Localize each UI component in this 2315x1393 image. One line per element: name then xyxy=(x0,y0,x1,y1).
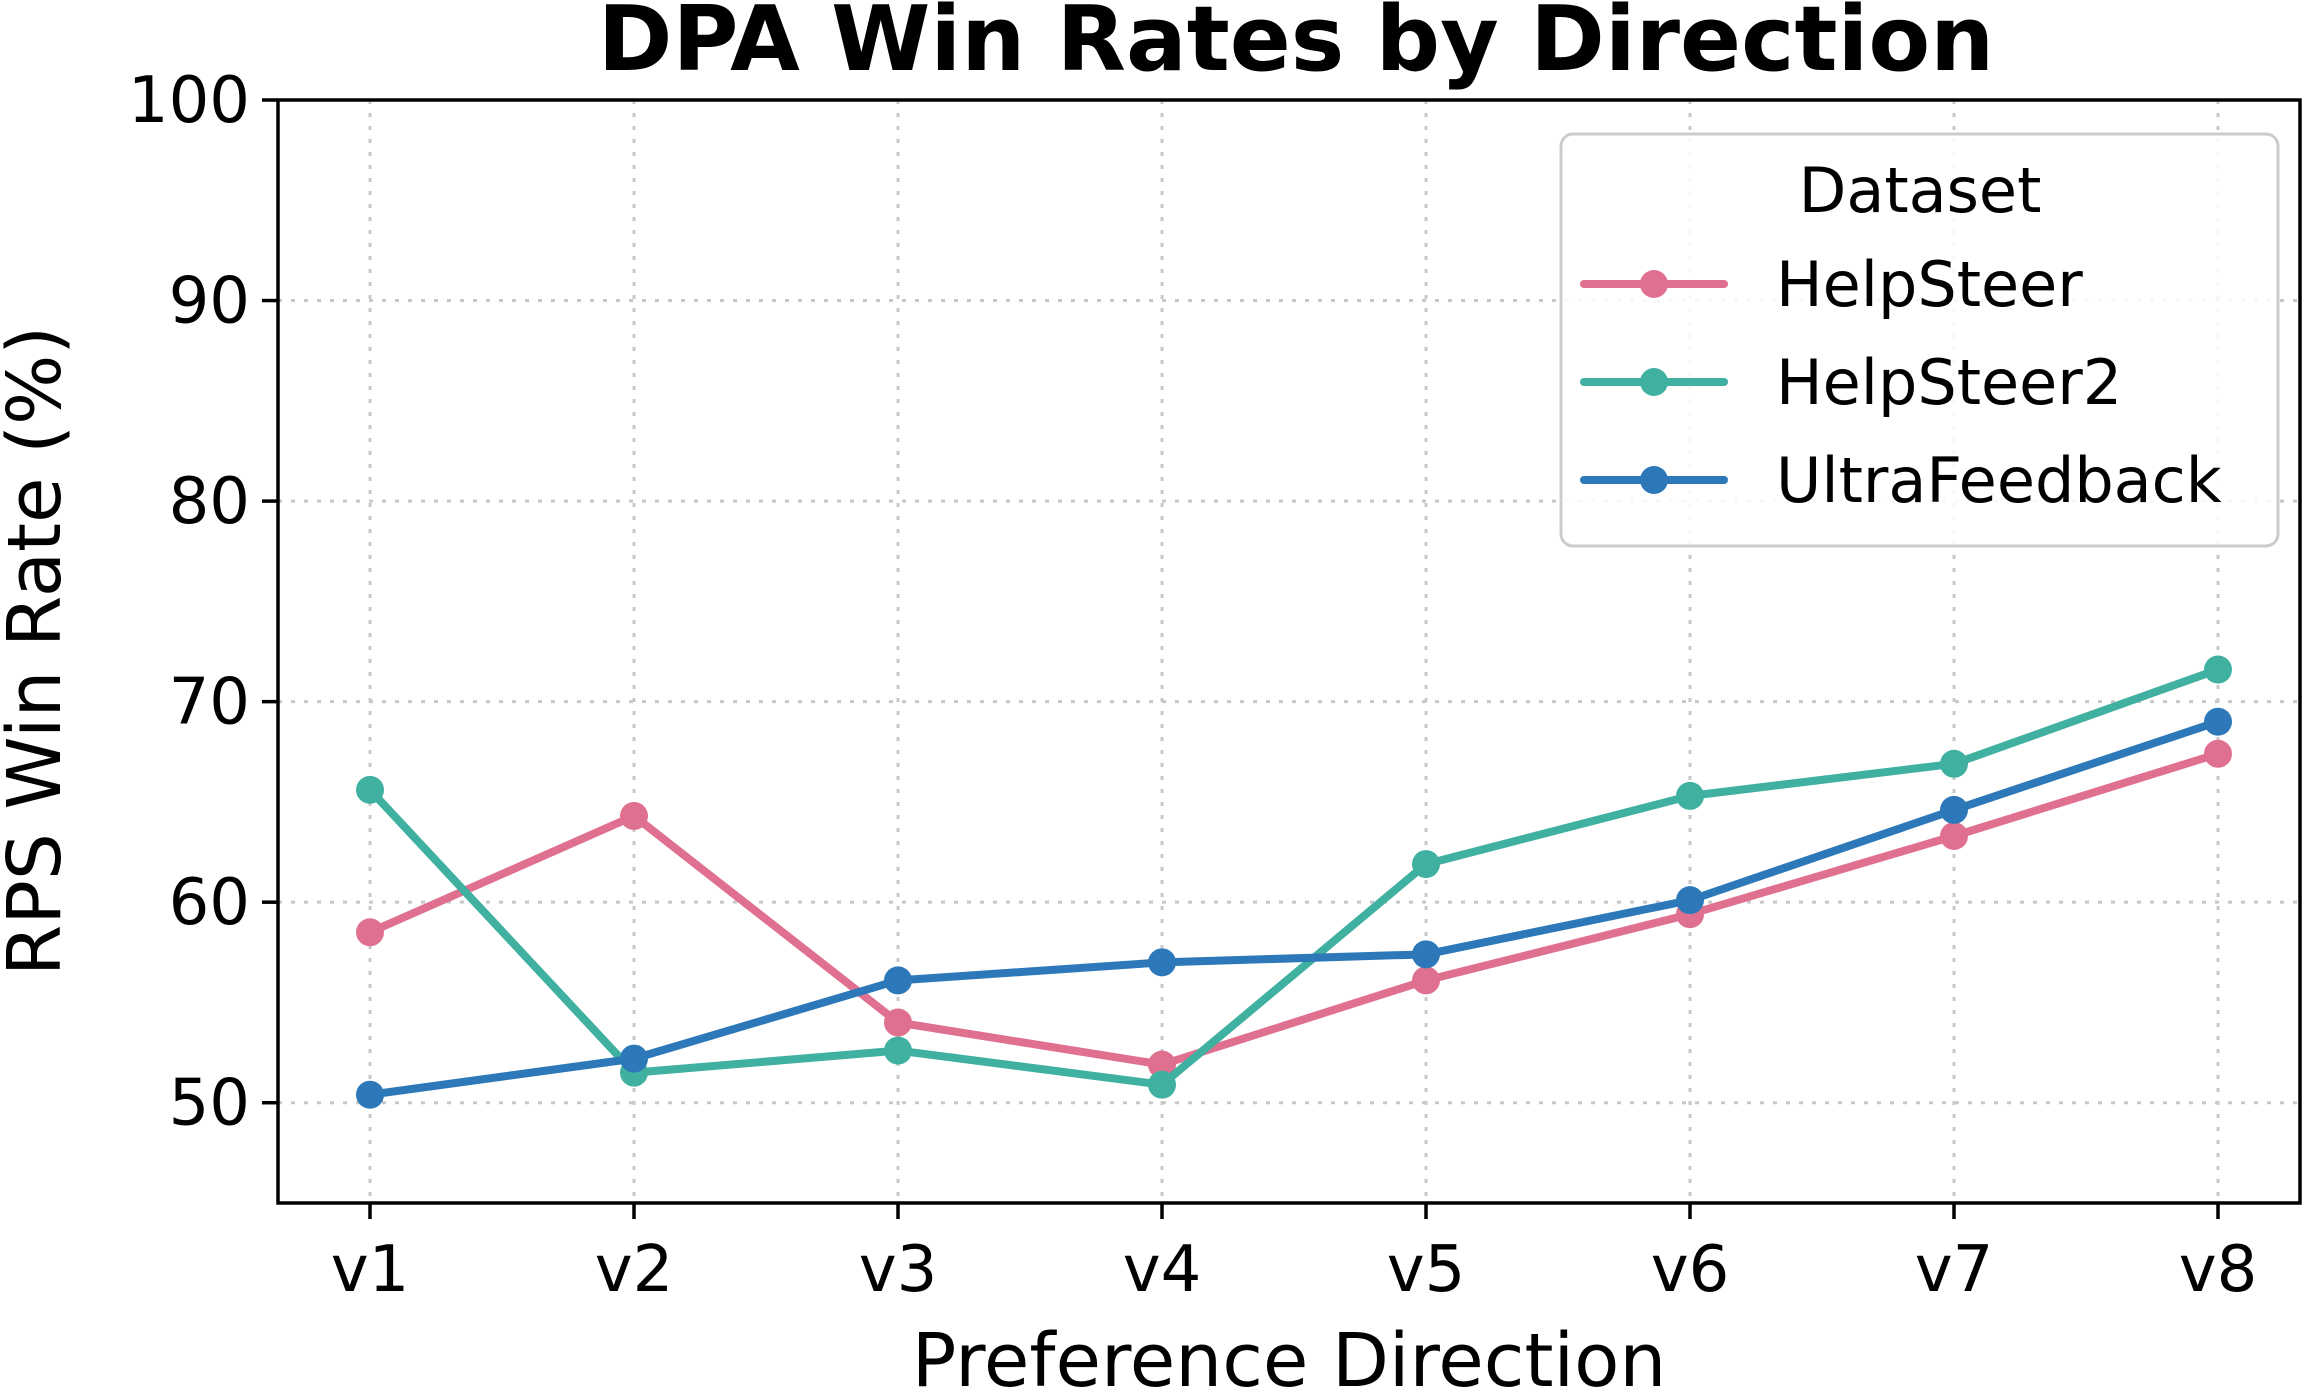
series-layer xyxy=(356,655,2232,1109)
x-tick-label: v7 xyxy=(1915,1233,1994,1307)
data-point-helpsteer2-v8 xyxy=(2204,655,2232,684)
series-helpsteer xyxy=(356,739,2232,1079)
data-point-helpsteer2-v5 xyxy=(1412,850,1440,879)
data-point-ultrafeedback-v3 xyxy=(884,966,912,995)
legend-box xyxy=(1559,132,2280,548)
data-point-helpsteer-v3 xyxy=(884,1008,912,1037)
plot-area-frame xyxy=(276,98,2302,1205)
legend-label: HelpSteer2 xyxy=(1776,346,2122,419)
legend-item-helpsteer: HelpSteer xyxy=(1580,248,2083,321)
x-axis-title: Preference Direction xyxy=(912,1318,1667,1393)
x-tick-label: v1 xyxy=(331,1233,410,1307)
x-tick-label: v2 xyxy=(595,1233,674,1307)
data-point-ultrafeedback-v8 xyxy=(2204,707,2232,736)
legend-title: Dataset xyxy=(1799,154,2042,227)
data-point-helpsteer-v8 xyxy=(2204,739,2232,768)
legend-item-helpsteer2: HelpSteer2 xyxy=(1580,346,2122,419)
series-line-helpsteer xyxy=(366,749,2222,1069)
y-tick-label: 60 xyxy=(169,866,250,940)
data-point-helpsteer-v5 xyxy=(1412,966,1440,995)
x-tick-label: v5 xyxy=(1387,1233,1466,1307)
data-point-helpsteer2-v3 xyxy=(884,1036,912,1065)
legend: Dataset HelpSteer HelpSteer2 UltraFeedback xyxy=(1559,132,2280,548)
series-helpsteer2 xyxy=(356,655,2232,1099)
y-tick-label: 70 xyxy=(169,666,250,740)
x-tick-label: v6 xyxy=(1651,1233,1730,1307)
y-tick-label: 80 xyxy=(169,465,250,539)
data-point-helpsteer-v4 xyxy=(1148,1050,1176,1079)
legend-label: UltraFeedback xyxy=(1776,444,2222,517)
chart-title: DPA Win Rates by Direction xyxy=(598,0,1994,92)
legend-items: HelpSteer HelpSteer2 UltraFeedback xyxy=(1580,248,2222,517)
x-tick-label: v3 xyxy=(859,1233,938,1307)
legend-swatch-marker xyxy=(1640,270,1668,298)
data-point-ultrafeedback-v2 xyxy=(620,1044,648,1073)
data-point-ultrafeedback-v1 xyxy=(356,1080,384,1109)
ticks-layer: 50 60 70 80 90 100 v1 v2 v3 v4 v5 v6 v7 v8 xyxy=(128,64,2257,1307)
data-point-helpsteer2-v6 xyxy=(1676,781,1704,810)
data-point-ultrafeedback-v5 xyxy=(1412,940,1440,969)
legend-swatch-marker xyxy=(1640,466,1668,494)
data-point-helpsteer2-v1 xyxy=(356,775,384,804)
x-tick-label: v4 xyxy=(1123,1233,1202,1307)
y-tick-label: 100 xyxy=(128,64,250,138)
y-axis-title: RPS Win Rate (%) xyxy=(0,326,78,976)
y-tick-label: 90 xyxy=(169,265,250,339)
data-point-ultrafeedback-v7 xyxy=(1940,795,1968,824)
x-tick-label: v8 xyxy=(2179,1233,2258,1307)
data-point-helpsteer2-v4 xyxy=(1148,1070,1176,1099)
data-point-helpsteer-v1 xyxy=(356,918,384,947)
data-point-helpsteer2-v7 xyxy=(1940,749,1968,778)
y-tick-label: 50 xyxy=(169,1067,250,1141)
series-line-helpsteer2 xyxy=(366,665,2222,1089)
data-point-ultrafeedback-v4 xyxy=(1148,948,1176,977)
data-point-helpsteer-v7 xyxy=(1940,822,1968,851)
legend-swatch-marker xyxy=(1640,368,1668,396)
data-point-helpsteer-v2 xyxy=(620,801,648,830)
series-line-ultrafeedback xyxy=(366,717,2222,1099)
series-ultrafeedback xyxy=(356,707,2232,1109)
legend-item-ultrafeedback: UltraFeedback xyxy=(1580,444,2222,517)
legend-label: HelpSteer xyxy=(1776,248,2083,321)
data-point-ultrafeedback-v6 xyxy=(1676,886,1704,915)
